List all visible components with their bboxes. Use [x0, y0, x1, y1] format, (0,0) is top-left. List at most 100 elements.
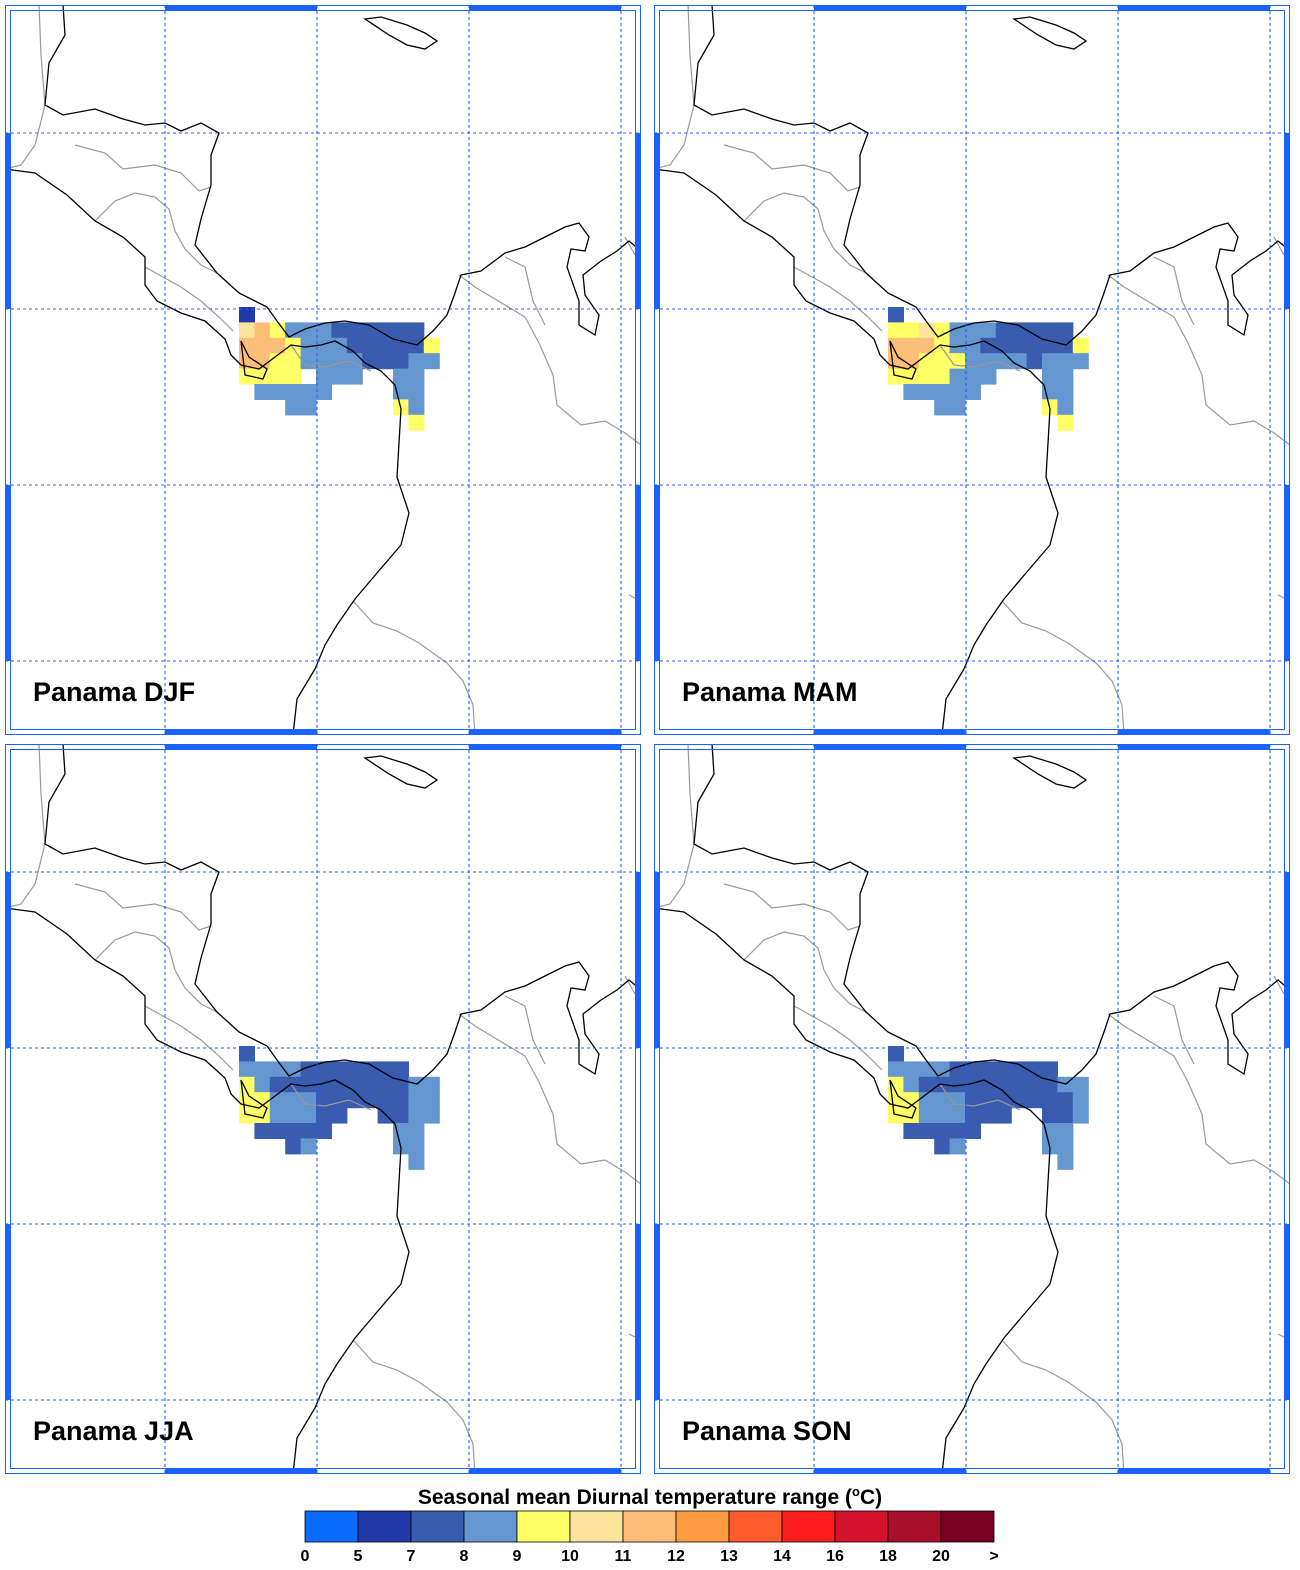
country-border-line	[1107, 274, 1290, 446]
country-border-line	[1273, 236, 1285, 256]
frame-tick-bottom	[469, 730, 621, 735]
dtr-cell	[1057, 368, 1074, 385]
dtr-cell	[346, 1061, 363, 1078]
country-border-line	[793, 266, 883, 332]
dtr-cell	[285, 399, 302, 416]
dtr-cell	[393, 1107, 409, 1124]
dtr-cell	[239, 1076, 255, 1093]
frame-tick-left	[654, 133, 659, 309]
dtr-cell	[316, 384, 332, 400]
coastline	[44, 5, 641, 346]
dtr-cell	[393, 384, 409, 400]
colorbar-segment	[516, 1510, 571, 1543]
frame-tick-top	[814, 5, 966, 10]
dtr-cell	[331, 1107, 348, 1124]
dtr-cell	[1072, 1092, 1089, 1109]
dtr-cell	[408, 384, 425, 400]
colorbar	[304, 1510, 995, 1543]
dtr-cell	[300, 399, 317, 416]
dtr-cell	[316, 337, 332, 354]
dtr-cell	[254, 1061, 271, 1078]
dtr-grid-cells	[239, 307, 440, 431]
country-border-line	[290, 344, 372, 372]
frame-tick-bottom	[165, 730, 317, 735]
frame-tick-top	[165, 744, 317, 749]
dtr-cell	[269, 337, 286, 354]
coastline	[654, 907, 1059, 1474]
legend-title-text: Seasonal mean Diurnal temperature range …	[417, 1486, 852, 1509]
dtr-cell	[331, 337, 348, 354]
frame-tick-bottom	[814, 730, 966, 735]
panel-jja: Panama JJA	[5, 744, 641, 1474]
coastline	[1012, 755, 1088, 789]
country-border-line	[504, 995, 546, 1065]
dtr-cell	[285, 1123, 302, 1139]
dtr-cell	[239, 368, 255, 385]
dtr-cell	[888, 1107, 904, 1124]
colorbar-tick-label: 10	[561, 1548, 579, 1565]
dtr-grid-cells	[239, 1046, 440, 1170]
country-border-line	[5, 744, 46, 909]
dtr-cell	[888, 1076, 904, 1093]
country-border-line	[939, 1083, 1021, 1111]
dtr-cell	[1057, 322, 1074, 339]
country-border-line	[352, 1339, 476, 1474]
dtr-cell	[423, 1107, 440, 1124]
dtr-cell	[254, 1076, 271, 1093]
dtr-cell	[934, 1092, 951, 1109]
dtr-cell	[1011, 1076, 1028, 1093]
dtr-cell	[995, 322, 1012, 339]
colorbar-tick-label: 8	[459, 1548, 469, 1565]
dtr-cell	[934, 368, 951, 385]
dtr-cell	[331, 322, 348, 339]
dtr-cell	[1042, 322, 1058, 339]
dtr-cell	[346, 337, 363, 354]
dtr-cell	[408, 414, 425, 431]
country-border-line	[723, 883, 861, 931]
dtr-cell	[1011, 322, 1028, 339]
dtr-cell	[980, 1061, 997, 1078]
dtr-cell	[377, 353, 394, 370]
dtr-cell	[285, 353, 302, 370]
dtr-cell	[316, 1107, 332, 1124]
dtr-cell	[239, 322, 255, 339]
dtr-cell	[362, 1061, 379, 1078]
dtr-cell	[949, 337, 966, 354]
country-border-line	[458, 1013, 641, 1185]
dtr-cell	[239, 1046, 255, 1062]
colorbar-tick-label: 14	[773, 1548, 791, 1565]
dtr-cell	[1011, 337, 1028, 354]
dtr-cell	[1042, 1061, 1058, 1078]
dtr-cell	[888, 368, 904, 385]
frame-tick-right	[636, 133, 641, 309]
colorbar-tick-label: 13	[720, 1548, 738, 1565]
dtr-cell	[1026, 353, 1043, 370]
dtr-cell	[934, 1138, 951, 1155]
dtr-cell	[1026, 1092, 1043, 1109]
coastline	[5, 907, 410, 1474]
coastline	[654, 168, 1059, 735]
dtr-cell	[269, 1076, 286, 1093]
dtr-cell	[888, 337, 904, 354]
country-border-line	[144, 266, 234, 332]
dtr-cell	[239, 307, 255, 323]
dtr-cell	[254, 1107, 271, 1124]
dtr-cell	[285, 322, 302, 339]
colorbar-tick-label: 20	[932, 1548, 950, 1565]
dtr-cell	[408, 1092, 425, 1109]
country-border-line	[723, 144, 861, 192]
dtr-cell	[316, 353, 332, 370]
dtr-cell	[1011, 1061, 1028, 1078]
coastline	[363, 755, 439, 789]
dtr-cell	[949, 1107, 966, 1124]
dtr-cell	[408, 1123, 425, 1139]
dtr-cell	[1057, 353, 1074, 370]
dtr-cell	[285, 1092, 302, 1109]
map-outer-frame	[5, 5, 641, 735]
dtr-cell	[1042, 1123, 1058, 1139]
dtr-cell	[316, 1092, 332, 1109]
dtr-cell	[934, 399, 951, 416]
frame-tick-bottom	[1118, 730, 1270, 735]
map-inner-frame	[659, 10, 1285, 730]
country-border-line	[743, 192, 867, 274]
